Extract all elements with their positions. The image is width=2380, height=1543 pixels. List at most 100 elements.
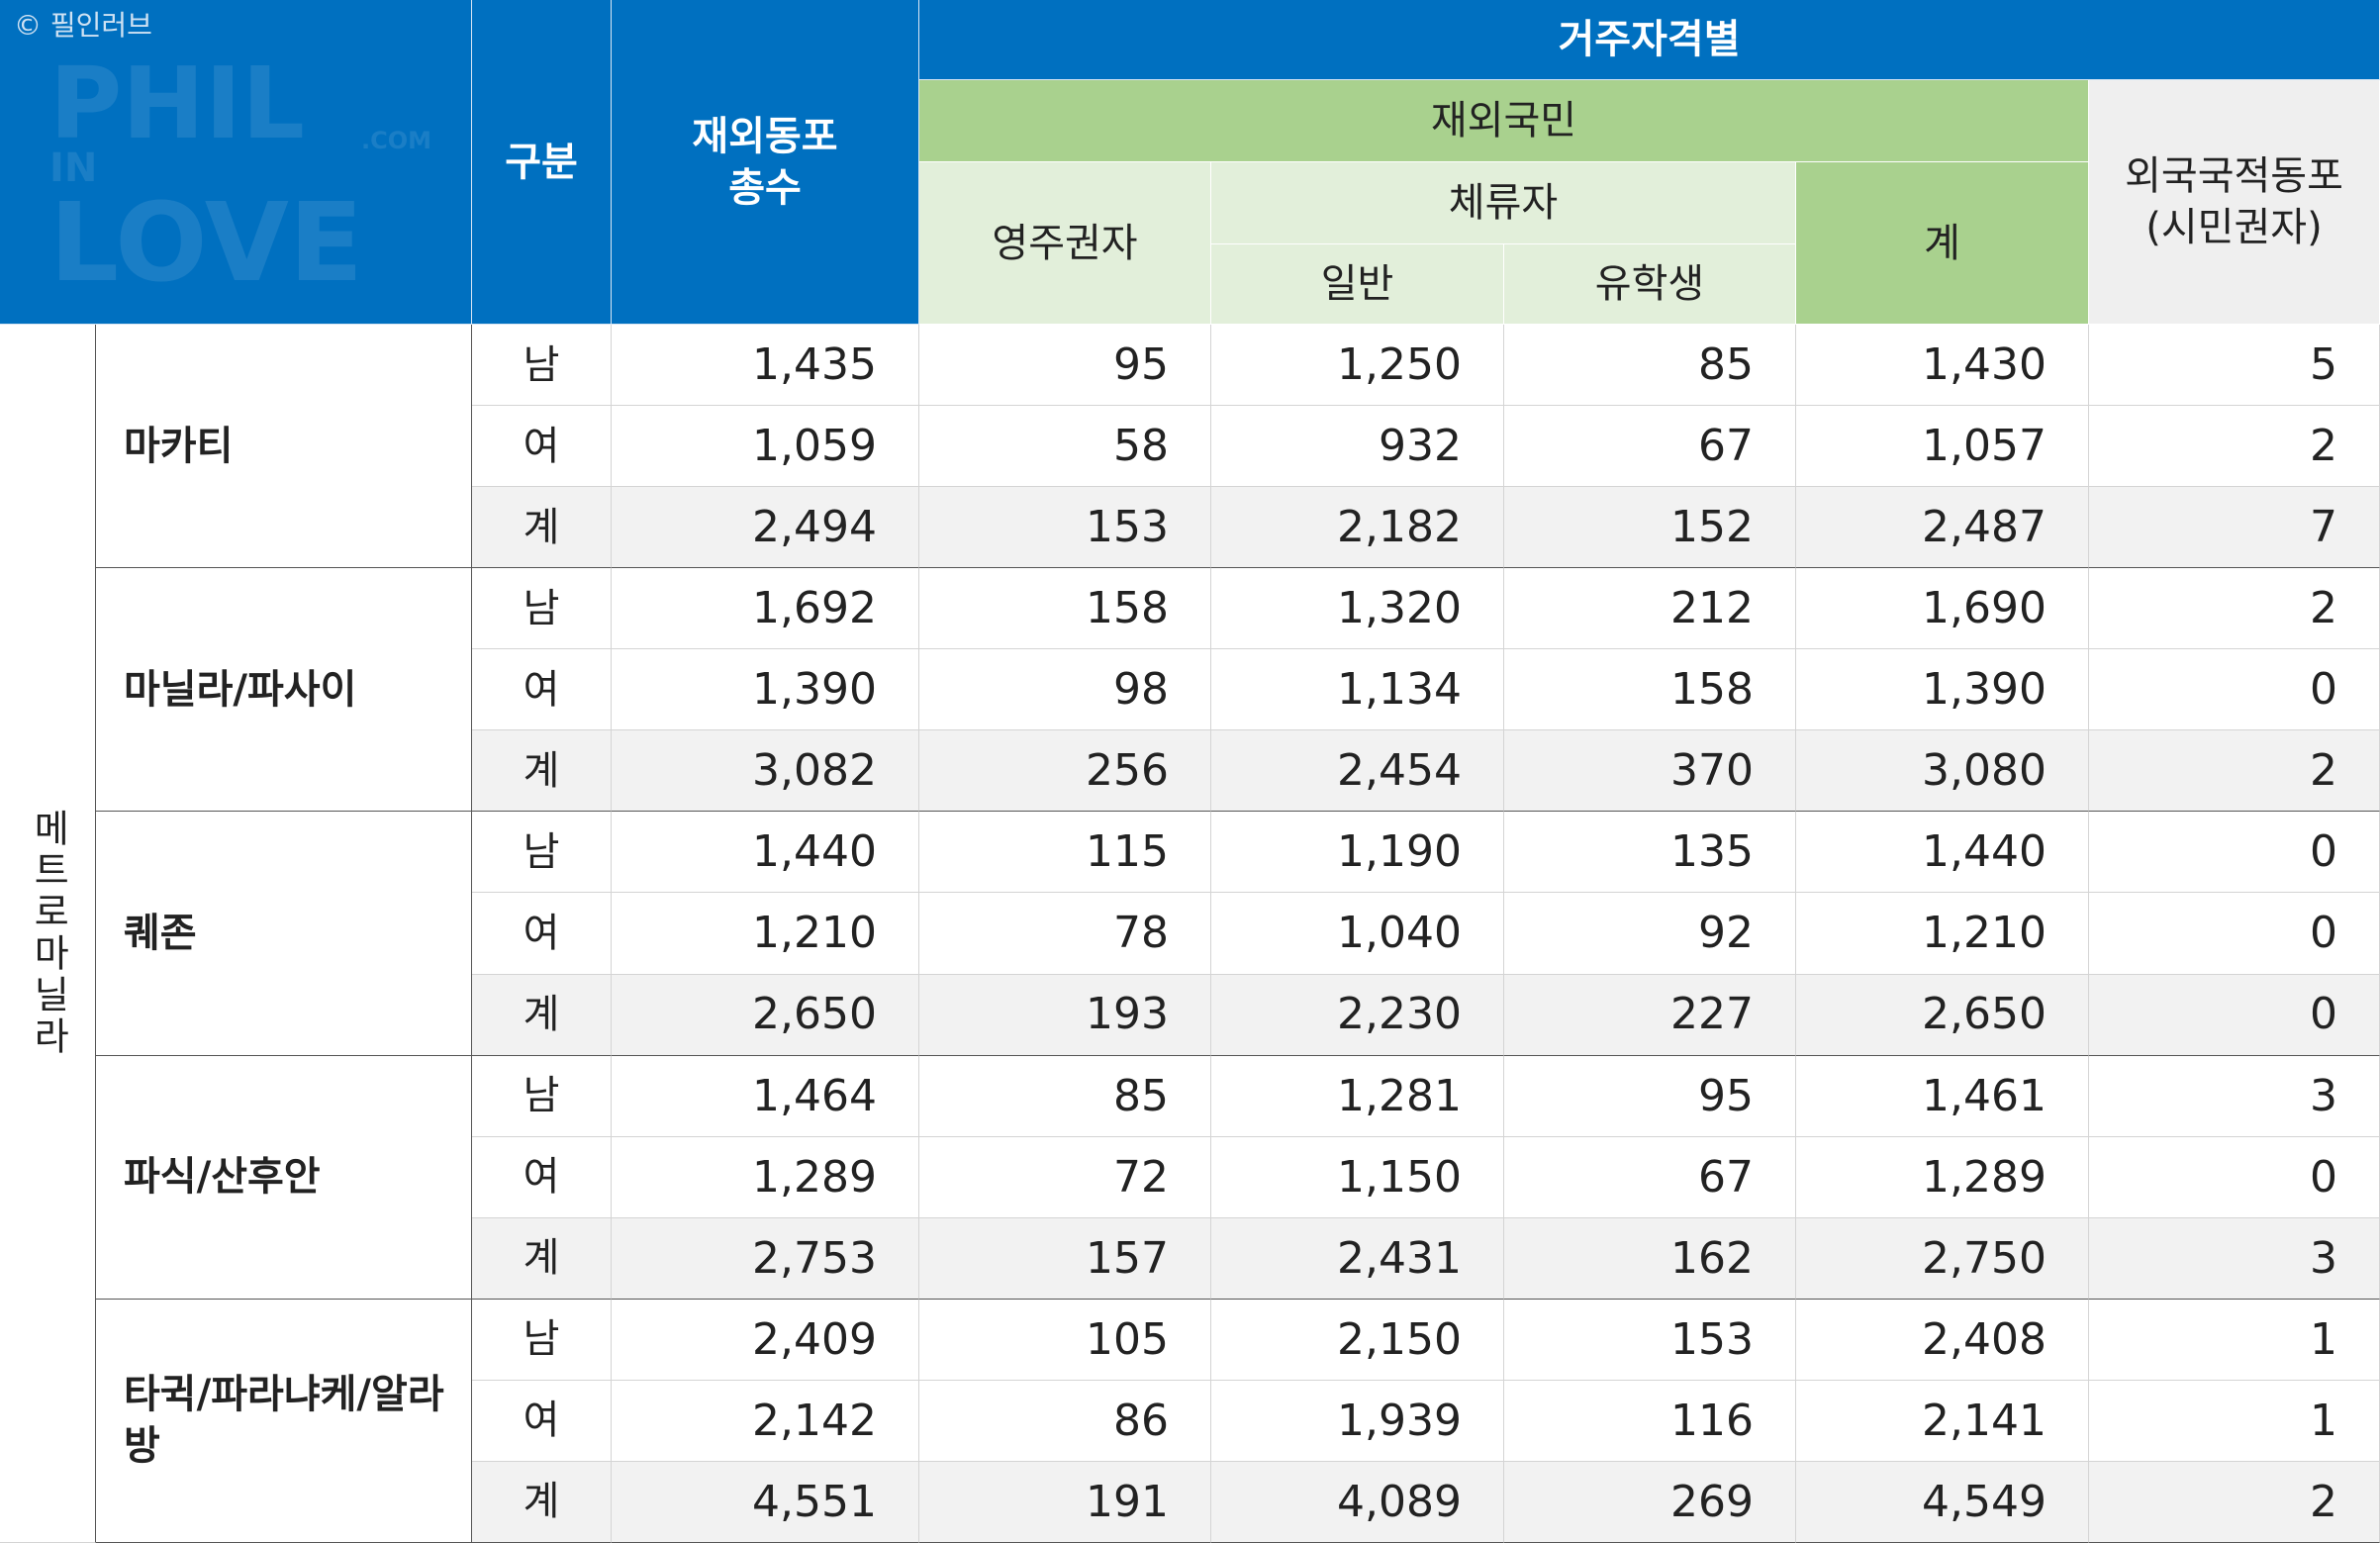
value-cell: 1,390 (612, 649, 919, 731)
value-cell: 115 (919, 812, 1211, 894)
row-label: 남 (472, 325, 612, 407)
value-cell: 2,650 (1796, 974, 2089, 1056)
value-cell: 0 (2089, 1136, 2380, 1218)
value-cell: 7 (2089, 487, 2380, 569)
value-cell: 2,409 (612, 1299, 919, 1381)
district-name: 마카티 (96, 325, 472, 569)
value-cell: 2,182 (1211, 487, 1504, 569)
value-cell: 4,551 (612, 1461, 919, 1543)
row-label: 여 (472, 893, 612, 975)
value-cell: 86 (919, 1380, 1211, 1462)
watermark-logo: .COM (361, 127, 432, 154)
value-cell: 1,057 (1796, 406, 2089, 488)
value-cell: 2,408 (1796, 1299, 2089, 1381)
row-label: 계 (472, 1461, 612, 1543)
value-cell: 135 (1504, 812, 1796, 894)
value-cell: 153 (919, 487, 1211, 569)
value-cell: 1,289 (612, 1136, 919, 1218)
value-cell: 1,040 (1211, 893, 1504, 975)
value-cell: 2,750 (1796, 1217, 2089, 1300)
row-label: 여 (472, 406, 612, 488)
value-cell: 1,464 (612, 1055, 919, 1137)
value-cell: 1,134 (1211, 649, 1504, 731)
watermark-logo: IN (49, 145, 98, 191)
value-cell: 78 (919, 893, 1211, 975)
row-label: 여 (472, 1380, 612, 1462)
value-cell: 1,150 (1211, 1136, 1504, 1218)
header-student: 유학생 (1504, 244, 1796, 325)
value-cell: 4,089 (1211, 1461, 1504, 1543)
header-sojourner: 체류자 (1211, 162, 1796, 244)
value-cell: 1,289 (1796, 1136, 2089, 1218)
header-general: 일반 (1211, 244, 1504, 325)
value-cell: 212 (1504, 568, 1796, 650)
value-cell: 3 (2089, 1055, 2380, 1137)
header-subtotal: 계 (1796, 162, 2089, 325)
value-cell: 95 (1504, 1055, 1796, 1137)
value-cell: 1,440 (1796, 812, 2089, 894)
district-name: 파식/산후안 (96, 1055, 472, 1300)
row-label: 남 (472, 1055, 612, 1137)
value-cell: 1,440 (612, 812, 919, 894)
value-cell: 269 (1504, 1461, 1796, 1543)
value-cell: 2,230 (1211, 974, 1504, 1056)
value-cell: 1,210 (1796, 893, 2089, 975)
value-cell: 2,487 (1796, 487, 2089, 569)
value-cell: 1,390 (1796, 649, 2089, 731)
text-line: 총수 (728, 164, 802, 211)
value-cell: 3,080 (1796, 730, 2089, 813)
value-cell: 2,141 (1796, 1380, 2089, 1462)
row-label: 여 (472, 1136, 612, 1218)
text-line: 재외동포 (692, 113, 838, 159)
value-cell: 158 (1504, 649, 1796, 731)
value-cell: 92 (1504, 893, 1796, 975)
value-cell: 67 (1504, 406, 1796, 488)
value-cell: 1,250 (1211, 325, 1504, 407)
row-label: 계 (472, 1217, 612, 1300)
text-line: 외국국적동포 (2125, 153, 2343, 199)
watermark-logo: PHIL (49, 46, 305, 161)
watermark-cell: © 필인러브 PHIL IN LOVE .COM (0, 0, 472, 325)
value-cell: 5 (2089, 325, 2380, 407)
value-cell: 2,650 (612, 974, 919, 1056)
value-cell: 1,430 (1796, 325, 2089, 407)
row-label: 남 (472, 1299, 612, 1381)
value-cell: 1,939 (1211, 1380, 1504, 1462)
value-cell: 0 (2089, 893, 2380, 975)
value-cell: 256 (919, 730, 1211, 813)
value-cell: 58 (919, 406, 1211, 488)
row-label: 계 (472, 974, 612, 1056)
row-label: 계 (472, 730, 612, 813)
value-cell: 85 (919, 1055, 1211, 1137)
value-cell: 2,431 (1211, 1217, 1504, 1300)
value-cell: 162 (1504, 1217, 1796, 1300)
value-cell: 2,150 (1211, 1299, 1504, 1381)
district-name: 마닐라/파사이 (96, 568, 472, 813)
value-cell: 932 (1211, 406, 1504, 488)
row-label: 여 (472, 649, 612, 731)
value-cell: 95 (919, 325, 1211, 407)
row-label: 남 (472, 568, 612, 650)
value-cell: 2,494 (612, 487, 919, 569)
value-cell: 1,210 (612, 893, 919, 975)
header-nationals: 재외국민 (919, 80, 2089, 162)
metro-name: 메트로마닐라 (0, 325, 96, 1543)
header-foreign: 외국국적동포 (시민권자) (2089, 80, 2380, 325)
value-cell: 153 (1504, 1299, 1796, 1381)
value-cell: 1,281 (1211, 1055, 1504, 1137)
copyright: © 필인러브 (14, 9, 152, 42)
value-cell: 3 (2089, 1217, 2380, 1300)
header-category: 구분 (472, 0, 612, 325)
value-cell: 370 (1504, 730, 1796, 813)
value-cell: 1 (2089, 1299, 2380, 1381)
value-cell: 3,082 (612, 730, 919, 813)
watermark-logo: LOVE (49, 179, 364, 306)
value-cell: 67 (1504, 1136, 1796, 1218)
value-cell: 1,435 (612, 325, 919, 407)
value-cell: 152 (1504, 487, 1796, 569)
value-cell: 105 (919, 1299, 1211, 1381)
value-cell: 0 (2089, 649, 2380, 731)
text-line: (시민권자) (2145, 205, 2323, 250)
value-cell: 1,690 (1796, 568, 2089, 650)
